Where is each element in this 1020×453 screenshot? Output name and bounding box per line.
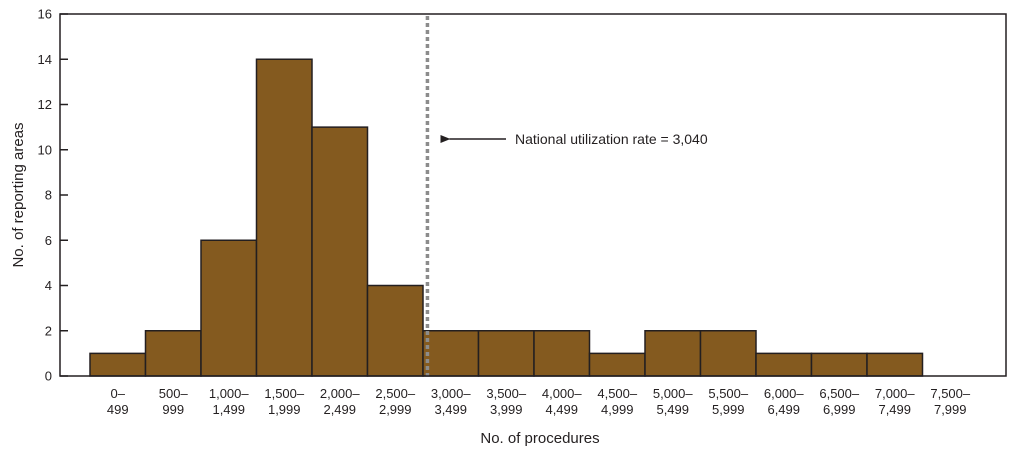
x-tick-label: 1,500– (264, 386, 305, 401)
x-tick-label: 2,500– (375, 386, 416, 401)
x-tick-label: 0– (111, 386, 126, 401)
y-tick-label: 16 (38, 7, 52, 22)
x-tick-label: 999 (162, 402, 184, 417)
x-tick-label: 4,000– (542, 386, 583, 401)
national-rate-label: National utilization rate = 3,040 (515, 131, 708, 147)
x-axis-title: No. of procedures (480, 430, 599, 447)
x-tick-label: 1,000– (209, 386, 250, 401)
y-tick-label: 2 (45, 323, 52, 338)
x-tick-label: 5,499 (656, 402, 689, 417)
bar (699, 330, 757, 377)
bar (422, 330, 480, 377)
x-tick-label: 6,999 (823, 402, 856, 417)
y-tick-label: 14 (38, 52, 52, 67)
x-tick-label: 7,499 (878, 402, 911, 417)
x-tick-label: 5,999 (712, 402, 745, 417)
x-tick-label: 7,999 (934, 402, 967, 417)
bars-layer (89, 58, 924, 377)
bar (810, 352, 868, 377)
x-tick-label: 6,000– (764, 386, 805, 401)
x-tick-label: 6,499 (767, 402, 800, 417)
x-tick-label: 4,999 (601, 402, 634, 417)
x-tick-label: 3,000– (431, 386, 472, 401)
x-tick-label: 500– (159, 386, 189, 401)
x-tick-label: 4,500– (597, 386, 638, 401)
x-tick-label: 5,500– (708, 386, 749, 401)
y-tick-label: 12 (38, 97, 52, 112)
x-axis: 0–499 500–999 1,000–1,499 1,500–1,999 2,000–… (107, 386, 971, 417)
bar (311, 126, 369, 377)
y-tick-label: 6 (45, 233, 52, 248)
reference-line-layer: National utilization rate = 3,040 (425, 16, 708, 376)
bar (366, 284, 424, 377)
bar (255, 58, 313, 377)
x-tick-label: 2,000– (320, 386, 361, 401)
y-tick-label: 4 (45, 278, 52, 293)
bar (144, 330, 202, 377)
x-tick-label: 3,999 (490, 402, 523, 417)
x-tick-label: 4,499 (545, 402, 578, 417)
x-tick-label: 2,999 (379, 402, 412, 417)
bar (89, 352, 147, 377)
x-tick-label: 3,499 (434, 402, 467, 417)
x-tick-label: 499 (107, 402, 129, 417)
y-tick-label: 8 (45, 188, 52, 203)
bar (533, 330, 591, 377)
x-tick-label: 5,000– (653, 386, 694, 401)
x-tick-label: 2,499 (323, 402, 356, 417)
x-tick-label: 1,499 (212, 402, 245, 417)
x-tick-label: 7,000– (875, 386, 916, 401)
x-tick-label: 7,500– (930, 386, 971, 401)
bar (200, 239, 258, 377)
x-tick-label: 3,500– (486, 386, 527, 401)
x-tick-label: 6,500– (819, 386, 860, 401)
bar (588, 352, 646, 377)
bar (755, 352, 813, 377)
y-tick-label: 10 (38, 142, 52, 157)
bar (477, 330, 535, 377)
bar (644, 330, 702, 377)
x-tick-label: 1,999 (268, 402, 301, 417)
y-axis-title: No. of reporting areas (10, 122, 27, 267)
bar (866, 352, 924, 377)
y-tick-label: 0 (45, 369, 52, 384)
y-axis: 0 2 4 6 8 10 12 14 16 (38, 7, 68, 384)
